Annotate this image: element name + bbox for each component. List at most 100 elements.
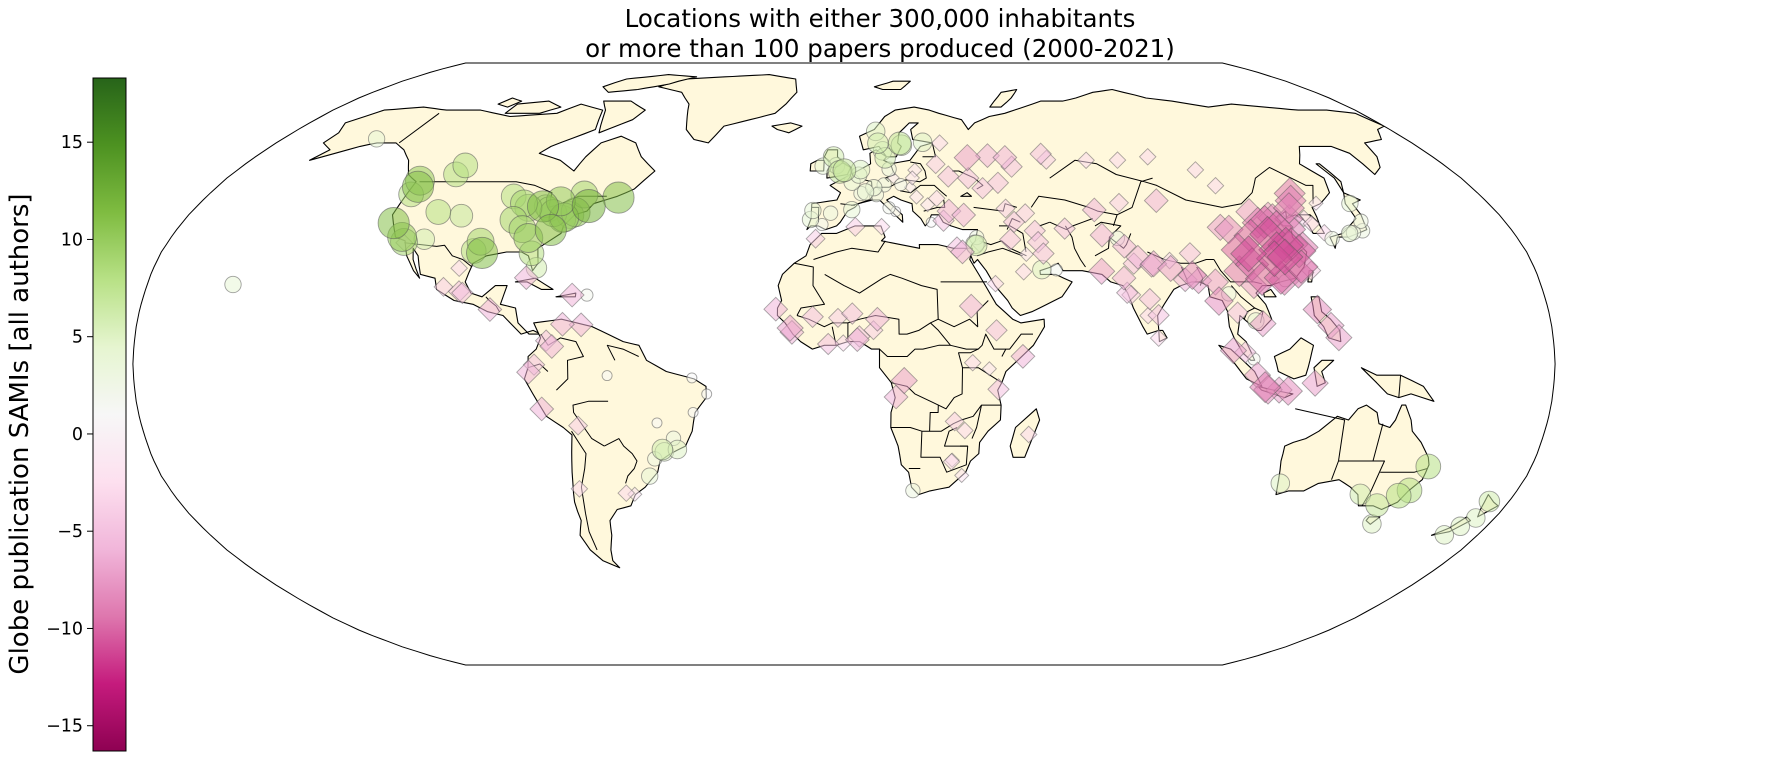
city-marker-diamond xyxy=(816,332,840,356)
city-marker-diamond xyxy=(949,239,975,265)
city-marker xyxy=(930,134,949,152)
colorbar-gradient xyxy=(92,77,127,752)
city-marker xyxy=(1385,482,1412,509)
city-marker-circle xyxy=(651,417,663,429)
city-marker-diamond xyxy=(1186,161,1205,179)
city-marker xyxy=(936,165,960,188)
colorbar-tick-label: 0 xyxy=(72,425,83,445)
city-marker-diamond xyxy=(1266,238,1304,276)
city-marker-circle xyxy=(905,482,921,499)
city-marker-circle xyxy=(1478,490,1501,513)
city-marker xyxy=(956,166,980,190)
city-marker-diamond xyxy=(1143,188,1169,214)
city-marker-diamond xyxy=(1018,246,1034,263)
city-marker-diamond xyxy=(925,154,946,175)
city-marker-diamond xyxy=(992,144,1018,170)
city-marker-diamond xyxy=(1111,265,1137,291)
city-marker xyxy=(1325,323,1353,352)
city-marker xyxy=(1108,151,1127,170)
city-marker-diamond xyxy=(1302,294,1333,325)
city-marker xyxy=(1053,217,1076,240)
city-marker xyxy=(1302,214,1321,233)
colorbar-ticks: 15 10 5 0 −5 −10 −15 xyxy=(46,133,93,737)
city-marker-circle xyxy=(1450,516,1471,537)
city-marker-diamond xyxy=(1115,281,1139,305)
city-marker-diamond xyxy=(529,396,555,422)
city-marker-diamond xyxy=(908,189,925,205)
city-marker xyxy=(1302,294,1333,325)
city-marker-circle xyxy=(856,183,875,201)
city-marker xyxy=(905,482,921,499)
city-marker-diamond xyxy=(513,265,539,291)
city-marker xyxy=(1010,343,1036,369)
city-marker xyxy=(963,353,982,372)
landmass-ellesmere xyxy=(602,74,698,93)
city-marker-diamond xyxy=(844,327,870,353)
colorbar-tick-label: 5 xyxy=(72,328,83,348)
city-marker-diamond xyxy=(1081,197,1107,223)
land-layer xyxy=(309,74,1499,569)
city-marker-diamond xyxy=(985,319,1008,342)
city-marker xyxy=(954,467,970,484)
city-marker xyxy=(451,281,474,305)
city-marker xyxy=(953,143,981,172)
country-border xyxy=(813,240,886,260)
country-border xyxy=(922,142,937,158)
city-marker-circle xyxy=(882,201,896,215)
city-marker-diamond xyxy=(1226,301,1249,324)
city-marker-circle xyxy=(641,467,659,485)
city-marker-diamond xyxy=(1087,257,1116,285)
city-marker-diamond xyxy=(1138,287,1162,311)
city-marker xyxy=(1049,263,1063,277)
country-border xyxy=(1112,177,1153,227)
city-marker-circle xyxy=(651,438,674,461)
city-marker xyxy=(856,183,875,201)
city-marker xyxy=(1324,230,1340,247)
city-marker xyxy=(1157,254,1185,283)
city-marker xyxy=(534,213,567,247)
city-marker-diamond xyxy=(942,452,961,471)
city-marker xyxy=(1032,242,1055,265)
city-marker-circle xyxy=(367,130,386,148)
city-marker xyxy=(998,228,1022,251)
city-marker-diamond xyxy=(1177,260,1208,291)
city-marker-circle xyxy=(804,201,822,220)
city-marker-diamond xyxy=(1019,425,1038,444)
country-border xyxy=(944,427,968,447)
city-marker-diamond xyxy=(995,198,1016,219)
city-marker xyxy=(1308,195,1324,211)
city-marker xyxy=(763,296,789,322)
city-marker-diamond xyxy=(1002,210,1026,234)
city-marker xyxy=(1018,246,1034,263)
colorbar-tick-label: −10 xyxy=(46,619,83,639)
city-marker xyxy=(1077,151,1095,170)
city-marker xyxy=(882,201,896,215)
city-marker-diamond xyxy=(568,415,589,436)
map-frame xyxy=(132,62,1556,666)
city-marker-diamond xyxy=(1138,147,1157,166)
city-marker xyxy=(951,202,977,228)
city-marker xyxy=(571,189,606,224)
city-marker-diamond xyxy=(1302,214,1321,233)
city-marker xyxy=(1149,329,1168,348)
city-marker xyxy=(559,282,585,308)
city-marker xyxy=(1478,490,1501,513)
city-marker-circle xyxy=(401,170,435,203)
city-marker-circle xyxy=(377,207,410,240)
city-marker-circle xyxy=(867,132,889,154)
city-marker-circle xyxy=(1353,213,1369,229)
city-marker xyxy=(1206,176,1225,195)
city-marker xyxy=(894,178,908,192)
city-marker xyxy=(1143,188,1169,214)
city-marker xyxy=(1219,336,1248,365)
city-marker-circle xyxy=(894,178,908,192)
city-marker-diamond xyxy=(872,217,891,236)
country-border xyxy=(958,348,979,368)
landmass-sakhalin xyxy=(1315,163,1345,194)
country-border xyxy=(571,430,598,551)
city-marker-diamond xyxy=(801,305,824,329)
city-marker xyxy=(1014,262,1033,281)
city-marker xyxy=(1415,453,1442,480)
city-marker-circle xyxy=(912,132,933,153)
city-marker-diamond xyxy=(1249,309,1277,338)
